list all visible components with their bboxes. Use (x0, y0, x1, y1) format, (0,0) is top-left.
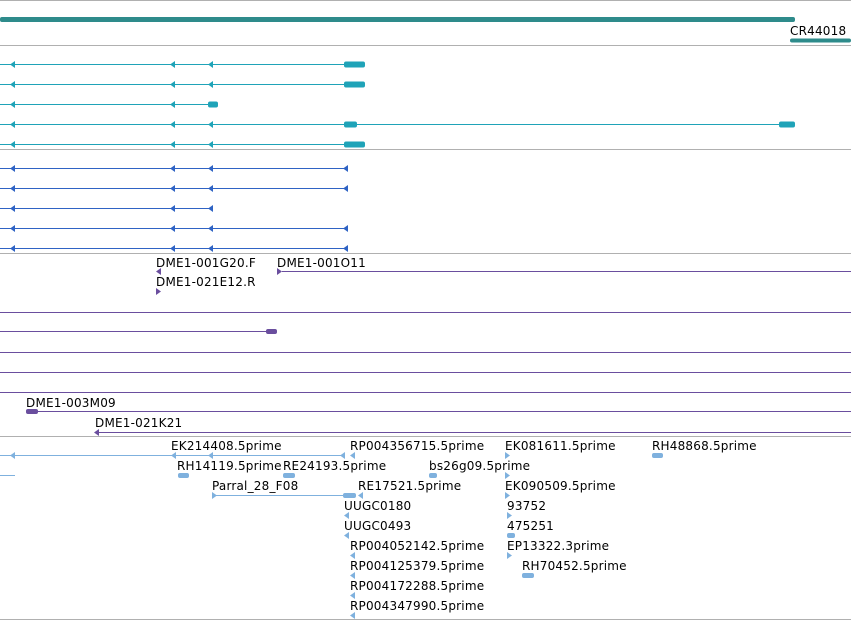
est-arrow (507, 512, 512, 519)
exon-arrow (208, 141, 213, 148)
est-label[interactable]: bs26g09.5prime (429, 459, 531, 473)
exon-arrow (170, 245, 175, 252)
est-label[interactable]: EK081611.5prime (505, 439, 616, 453)
est-block (178, 473, 189, 478)
exon-arrow (208, 81, 213, 88)
exon-arrow (170, 165, 175, 172)
est-block (652, 453, 663, 458)
est-arrow (10, 452, 15, 459)
est-arrow (208, 452, 213, 459)
est-label[interactable]: RP004172288.5prime (350, 579, 485, 593)
est-label[interactable]: RP004356715.5prime (350, 439, 485, 453)
exon-block (344, 121, 357, 128)
exon-arrow (343, 185, 348, 192)
exon-arrow (10, 245, 15, 252)
exon-arrow (208, 205, 213, 212)
est-label[interactable]: RH48868.5prime (652, 439, 757, 453)
exon-arrow (10, 165, 15, 172)
exon-arrow (170, 101, 175, 108)
exon-arrow (10, 81, 15, 88)
exon-arrow (10, 121, 15, 128)
exon-arrow (10, 141, 15, 148)
est-arrow (344, 512, 349, 519)
est-arrow (505, 492, 510, 499)
exon-arrow (343, 225, 348, 232)
est-label[interactable]: RH14119.5prime (177, 459, 282, 473)
est-arrow (507, 552, 512, 559)
gene-model-bar (790, 38, 851, 43)
gene-label-cr44018[interactable]: CR44018 (790, 24, 847, 38)
clone-end-arrow (94, 429, 99, 436)
exon-block (208, 101, 218, 108)
clone-block (26, 409, 38, 414)
bac-label[interactable]: DME1-001O11 (277, 256, 366, 270)
exon-block (779, 121, 795, 128)
bac-label[interactable]: DME1-021E12.R (156, 275, 256, 289)
bac-label[interactable]: DME1-003M09 (26, 396, 116, 410)
exon-arrow (10, 61, 15, 68)
exon-arrow (343, 245, 348, 252)
est-label[interactable]: RP004125379.5prime (350, 559, 485, 573)
est-arrow (350, 572, 355, 579)
exon-arrow (10, 225, 15, 232)
est-arrow (358, 492, 363, 499)
exon-arrow (208, 61, 213, 68)
exon-arrow (208, 245, 213, 252)
est-label[interactable]: RH70452.5prime (522, 559, 627, 573)
clone-end-arrow (156, 268, 161, 275)
exon-arrow (170, 225, 175, 232)
est-arrow (350, 592, 355, 599)
exon-arrow (170, 61, 175, 68)
bac-label[interactable]: DME1-001G20.F (156, 256, 256, 270)
exon-arrow (10, 101, 15, 108)
exon-arrow (208, 185, 213, 192)
est-arrow (212, 492, 217, 499)
est-block (522, 573, 534, 578)
est-label[interactable]: 475251 (507, 519, 555, 533)
est-label[interactable]: RP004052142.5prime (350, 539, 485, 553)
exon-arrow (170, 81, 175, 88)
exon-block (344, 141, 365, 148)
clone-end-arrow (156, 288, 161, 295)
est-arrow (505, 452, 510, 459)
est-arrow (350, 552, 355, 559)
exon-block (344, 61, 365, 68)
gene-model-bar (0, 17, 795, 22)
est-label[interactable]: EP13322.3prime (507, 539, 610, 553)
exon-arrow (208, 121, 213, 128)
exon-arrow (208, 165, 213, 172)
bac-label[interactable]: DME1-021K21 (95, 416, 183, 430)
est-label[interactable]: RE24193.5prime (283, 459, 387, 473)
est-arrow (344, 532, 349, 539)
exon-arrow (170, 141, 175, 148)
est-arrow (350, 612, 355, 619)
est-arrow (350, 452, 355, 459)
exon-block (344, 81, 365, 88)
est-arrow (505, 472, 510, 479)
est-block (507, 533, 515, 538)
exon-arrow (208, 225, 213, 232)
est-block (283, 473, 295, 478)
est-block (429, 473, 437, 478)
exon-arrow (10, 205, 15, 212)
est-label[interactable]: UUGC0180 (344, 499, 412, 513)
est-label[interactable]: UUGC0493 (344, 519, 412, 533)
est-label[interactable]: EK090509.5prime (505, 479, 616, 493)
est-label[interactable]: EK214408.5prime (171, 439, 282, 453)
clone-end-arrow (277, 268, 282, 275)
est-block (343, 493, 356, 498)
est-label[interactable]: Parral_28_F08 (212, 479, 299, 493)
clone-block (266, 329, 277, 334)
exon-arrow (170, 121, 175, 128)
exon-arrow (10, 185, 15, 192)
exon-arrow (170, 205, 175, 212)
exon-arrow (343, 165, 348, 172)
est-arrow (340, 452, 345, 459)
est-label[interactable]: RP004347990.5prime (350, 599, 485, 613)
exon-arrow (170, 185, 175, 192)
est-label[interactable]: RE17521.5prime (358, 479, 462, 493)
est-label[interactable]: 93752 (507, 499, 547, 513)
